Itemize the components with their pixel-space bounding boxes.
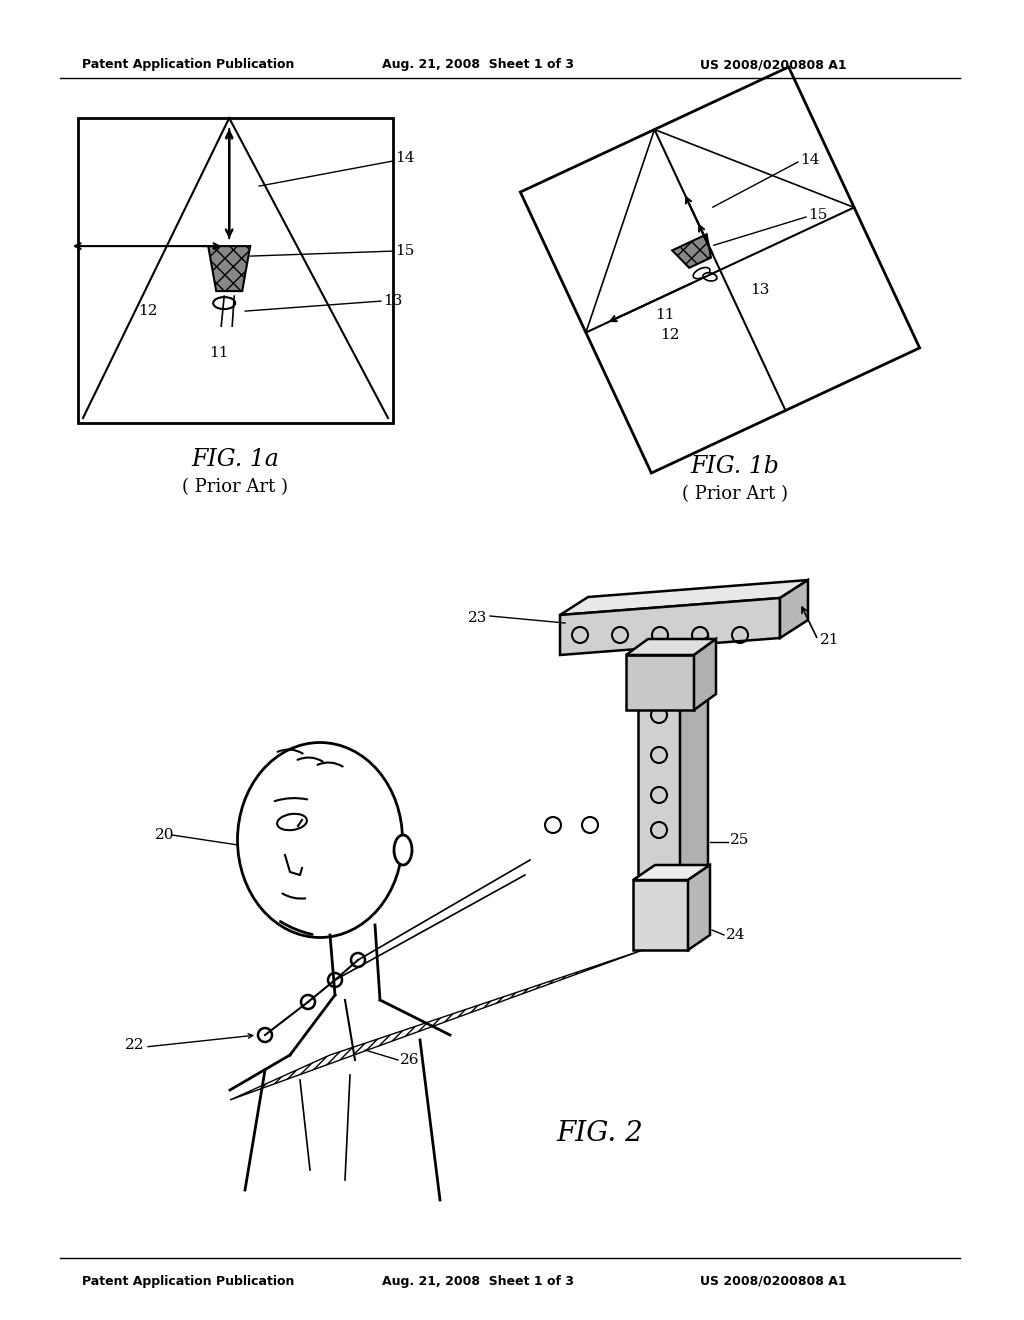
Text: ( Prior Art ): ( Prior Art ) <box>682 484 788 503</box>
Circle shape <box>351 953 365 968</box>
Text: Patent Application Publication: Patent Application Publication <box>82 58 294 71</box>
Text: FIG. 1b: FIG. 1b <box>690 455 779 478</box>
Text: 23: 23 <box>468 611 487 624</box>
Polygon shape <box>626 639 716 655</box>
Ellipse shape <box>693 268 710 279</box>
Text: 14: 14 <box>800 153 819 168</box>
Text: 25: 25 <box>730 833 750 847</box>
Ellipse shape <box>703 273 717 281</box>
Text: FIG. 2: FIG. 2 <box>557 1119 643 1147</box>
Polygon shape <box>208 246 250 292</box>
Circle shape <box>301 995 315 1008</box>
Polygon shape <box>560 579 808 615</box>
Polygon shape <box>680 638 708 900</box>
Text: US 2008/0200808 A1: US 2008/0200808 A1 <box>700 58 847 71</box>
Text: 24: 24 <box>726 928 745 942</box>
Text: 13: 13 <box>383 294 402 308</box>
Polygon shape <box>633 865 710 880</box>
Text: ( Prior Art ): ( Prior Art ) <box>182 478 289 496</box>
Bar <box>78 117 393 422</box>
Text: 11: 11 <box>210 346 229 360</box>
Text: 12: 12 <box>660 327 680 342</box>
Ellipse shape <box>394 836 412 865</box>
Circle shape <box>582 817 598 833</box>
Text: Aug. 21, 2008  Sheet 1 of 3: Aug. 21, 2008 Sheet 1 of 3 <box>382 1275 574 1288</box>
Polygon shape <box>688 865 710 950</box>
Polygon shape <box>638 655 680 900</box>
Text: 21: 21 <box>820 634 840 647</box>
Circle shape <box>258 1028 272 1041</box>
Text: 15: 15 <box>395 244 415 259</box>
Polygon shape <box>694 639 716 710</box>
Polygon shape <box>780 579 808 638</box>
Polygon shape <box>633 880 688 950</box>
Circle shape <box>328 973 342 987</box>
Text: 20: 20 <box>155 828 174 842</box>
Polygon shape <box>672 234 711 268</box>
Text: Patent Application Publication: Patent Application Publication <box>82 1275 294 1288</box>
Text: 13: 13 <box>750 282 769 297</box>
Text: 14: 14 <box>395 150 415 165</box>
Circle shape <box>545 817 561 833</box>
Text: 26: 26 <box>400 1053 420 1067</box>
Text: FIG. 1a: FIG. 1a <box>191 447 280 471</box>
Ellipse shape <box>213 297 236 309</box>
Text: 22: 22 <box>125 1038 144 1052</box>
Polygon shape <box>626 655 694 710</box>
Text: US 2008/0200808 A1: US 2008/0200808 A1 <box>700 1275 847 1288</box>
Text: 15: 15 <box>808 209 827 222</box>
Text: Aug. 21, 2008  Sheet 1 of 3: Aug. 21, 2008 Sheet 1 of 3 <box>382 58 574 71</box>
Text: 11: 11 <box>655 308 675 322</box>
Polygon shape <box>560 598 780 655</box>
Text: 12: 12 <box>138 304 158 318</box>
